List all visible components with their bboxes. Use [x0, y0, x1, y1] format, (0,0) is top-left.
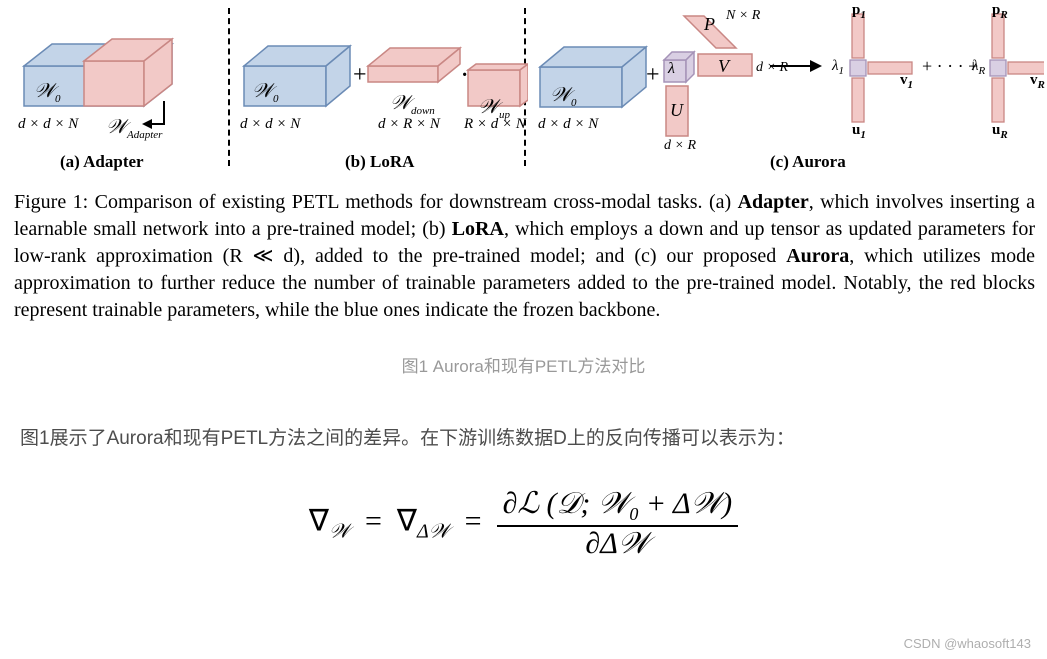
figure-caption-cn: 图1 Aurora和现有PETL方法对比	[0, 352, 1047, 377]
panel-c-U-dim: d × R	[664, 138, 696, 154]
panel-c-pR: pR	[992, 2, 1008, 21]
watermark: CSDN @whaosoft143	[904, 636, 1031, 651]
panel-c-w0-dim: d × d × N	[538, 116, 598, 133]
panel-c-w0: 𝒲0	[550, 84, 576, 109]
panel-b-dot: ·	[460, 60, 469, 92]
panel-b-wup-dim: R × d × N	[464, 116, 526, 133]
panel-b-w0-dim: d × d × N	[240, 116, 300, 133]
panel-c-u1: u1	[852, 122, 866, 141]
panel-a-label: (a) Adapter	[60, 152, 144, 172]
figure-caption-en: Figure 1: Comparison of existing PETL me…	[0, 185, 1047, 324]
panel-c-p1: p1	[852, 2, 866, 21]
panel-a-adapter: 𝒲Adapter	[106, 116, 162, 141]
body-text-cn: 图1展示了Aurora和现有PETL方法之间的差异。在下游训练数据D上的反向传播…	[0, 423, 1047, 450]
panel-c-svg	[534, 2, 1044, 167]
panel-c-V-dim: d × R	[756, 60, 788, 76]
panel-b-wdown-dim: d × R × N	[378, 116, 440, 133]
panel-a-w0: 𝒲0	[34, 80, 60, 105]
panel-a-w0-dim: d × d × N	[18, 116, 78, 133]
panel-b-wdown: 𝒲down	[390, 92, 435, 117]
panel-c-U: U	[670, 100, 683, 121]
panel-b-plus: +	[353, 62, 367, 89]
panel-c-label: (c) Aurora	[770, 152, 846, 172]
panel-b-w0: 𝒲0	[252, 80, 278, 105]
panel-b-svg	[238, 6, 528, 166]
panel-c-lam1: λ1	[832, 58, 844, 77]
figure-1: 𝒲0 d × d × N 𝒲Adapter (a) Adapter 𝒲0 d ×…	[0, 0, 1047, 185]
panel-c-P: P	[704, 14, 715, 35]
panel-c-uR: uR	[992, 122, 1008, 141]
panel-c-lamR: λR	[972, 58, 985, 77]
panel-c-lambda: λ	[668, 60, 675, 78]
panel-b-label: (b) LoRA	[345, 152, 414, 172]
formula: ∇𝒲 = ∇Δ𝒲 = ∂ℒ (𝒟; 𝒲0 + Δ𝒲) ∂Δ𝒲	[0, 486, 1047, 561]
panel-c-P-dim: N × R	[726, 8, 760, 24]
divider-1	[228, 8, 230, 166]
panel-c-vR: vR	[1030, 72, 1045, 91]
panel-c-plus: +	[646, 62, 660, 89]
panel-c-dots: + · · · +	[922, 56, 978, 77]
panel-c-V: V	[718, 56, 729, 77]
panel-c-v1: v1	[900, 72, 913, 91]
